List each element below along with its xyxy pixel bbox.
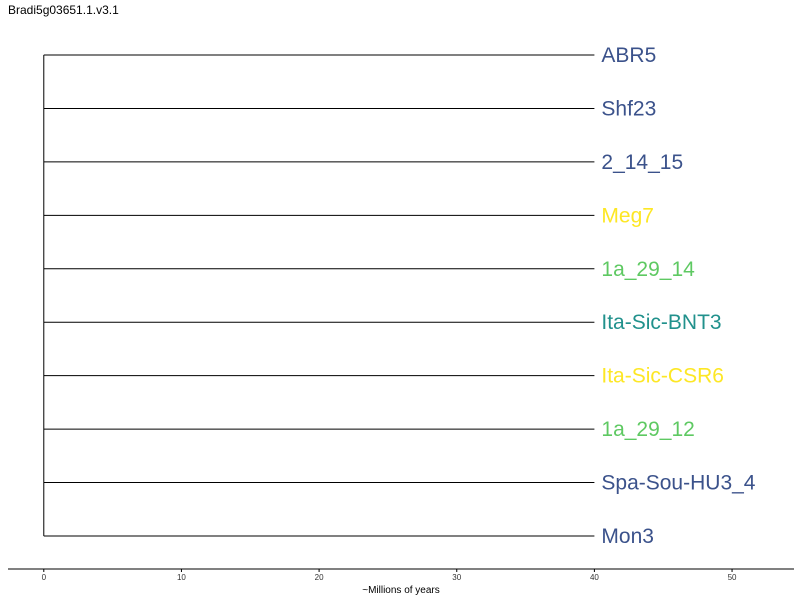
time-axis: 0 10 20 30 40 50 ~Millions of years [8,568,794,596]
tip-label: ABR5 [601,44,656,67]
axis-tick-label: 20 [315,573,324,582]
tip-label: Spa-Sou-HU3_4 [601,472,755,495]
tip-label: 1a_29_14 [601,258,695,281]
axis-tick-label: 50 [728,573,737,582]
tip-label: 2_14_15 [601,151,683,174]
tip-labels: ABR5 Shf23 2_14_15 Meg7 1a_29_14 Ita-Sic-BNT3… [601,44,755,548]
axis-ticks: 0 10 20 30 40 50 [42,569,737,582]
tip-label: Ita-Sic-BNT3 [601,311,721,334]
axis-tick-label: 0 [42,573,47,582]
axis-label: ~Millions of years [362,585,440,596]
plot-title: Bradi5g03651.1.v3.1 [8,3,119,17]
tip-label: Meg7 [601,204,654,227]
tip-label: Ita-Sic-CSR6 [601,365,724,388]
tip-label: Mon3 [601,525,654,548]
tree-branches [43,54,595,537]
axis-tick-label: 30 [452,573,461,582]
axis-tick-label: 10 [177,573,186,582]
tip-label: 1a_29_12 [601,418,694,441]
tip-label: Shf23 [601,97,656,120]
axis-tick-label: 40 [590,573,599,582]
